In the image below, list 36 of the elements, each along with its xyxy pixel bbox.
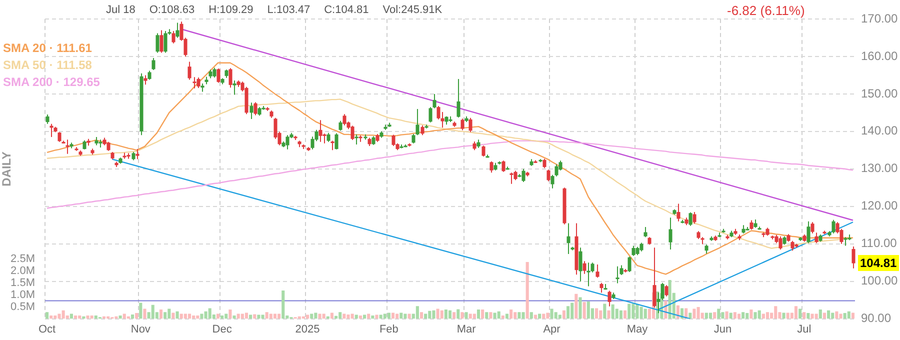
x-tick-label: May — [626, 323, 648, 336]
x-tick-label: Nov — [130, 323, 151, 336]
y-tick-label: 100.00 — [861, 274, 898, 288]
text: H:109.29 — [208, 4, 254, 16]
y-tick-label: 150.00 — [861, 86, 898, 100]
text: L:103.47 — [267, 4, 310, 16]
x-tick-label: Oct — [38, 323, 56, 336]
y2-tick-label: 1.5M — [10, 276, 35, 289]
y-tick-label: 90.00 — [861, 311, 892, 326]
text: SMA 50 · 111.58 — [3, 57, 93, 74]
y2-axis-title: DAILY — [0, 151, 14, 186]
y2-tick-label: 0.5M — [10, 300, 35, 313]
y2-tick-label: 2.0M — [10, 264, 35, 277]
annotation: 104.81 — [858, 255, 899, 272]
y-tick-label: 110.00 — [861, 236, 898, 250]
x-tick-label: 2025 — [295, 323, 320, 336]
y-tick-label: 140.00 — [861, 124, 898, 138]
text: -6.82 (6.11%) — [727, 3, 805, 18]
text: Jul 18 — [106, 4, 136, 16]
x-tick-label: Feb — [379, 323, 398, 336]
y2-tick-label: 1.0M — [10, 288, 35, 301]
x-tick-label: Mar — [456, 323, 476, 336]
y-tick-label: 120.00 — [861, 198, 898, 213]
x-tick-label: Jun — [714, 323, 732, 336]
text: C:104.81 — [324, 4, 369, 16]
text: Vol:245.91K — [382, 4, 442, 16]
x-tick-label: Dec — [212, 323, 232, 336]
x-tick-label: Jul — [797, 323, 812, 336]
text: O:108.63 — [149, 4, 195, 16]
x-tick-label: Apr — [543, 323, 561, 336]
y-tick-label: 170.00 — [861, 11, 898, 26]
y2-tick-label: 2.5M — [10, 252, 35, 265]
text: SMA 20 · 111.61 — [3, 40, 93, 57]
y-tick-label: 160.00 — [861, 48, 898, 63]
y-tick-label: 130.00 — [861, 161, 898, 176]
text: SMA 200 · 129.65 — [3, 74, 100, 91]
